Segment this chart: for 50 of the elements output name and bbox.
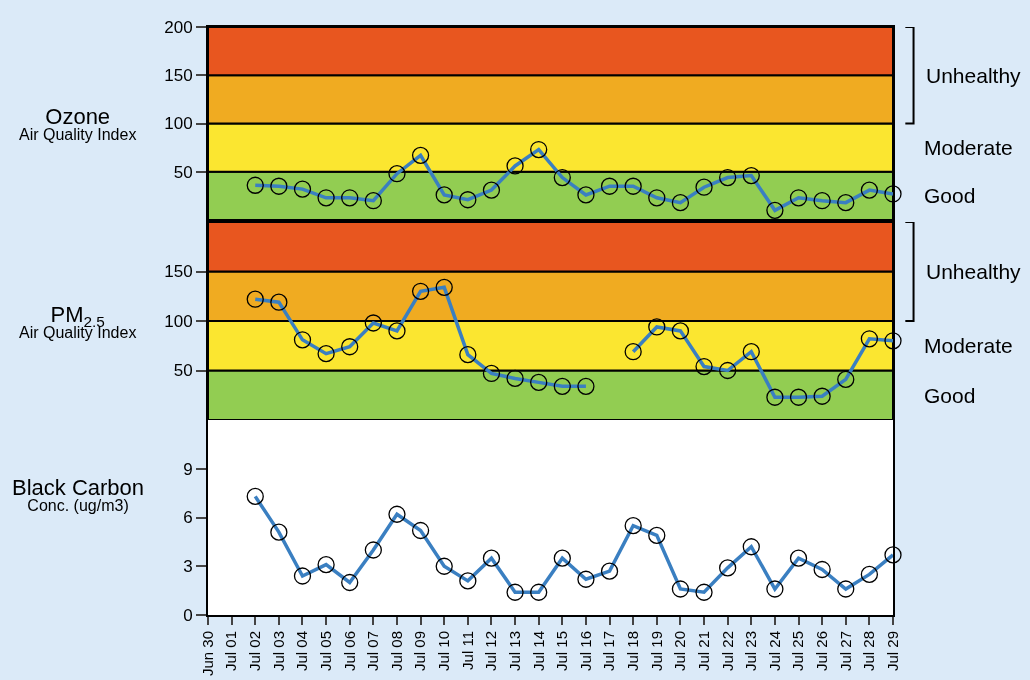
x-tick-label: Jul 26	[813, 631, 831, 672]
x-tick-label: Jul 21	[694, 631, 712, 672]
x-tick-label: Jul 04	[293, 631, 311, 672]
y-tick-label: 0	[183, 605, 193, 625]
x-tick-label: Jul 27	[836, 631, 854, 672]
x-tick-label: Jul 17	[600, 631, 618, 672]
y-tick-label: 6	[183, 508, 193, 528]
x-tick-label: Jul 16	[576, 631, 594, 672]
y-axis-title: Ozone Air Quality Index	[19, 104, 137, 143]
y-axis-title: PM$_{2.5}$ Air Quality Index	[19, 302, 137, 341]
x-tick-label: Jul 05	[316, 631, 334, 672]
band-label: Moderate	[924, 334, 1013, 357]
x-tick-label: Jul 08	[387, 631, 405, 672]
y-tick-label: 3	[183, 557, 193, 577]
band-label: Unhealthy	[926, 260, 1022, 283]
x-tick-label: Jun 30	[198, 631, 216, 677]
y-tick-label: 100	[164, 311, 193, 331]
y-tick-label: 100	[164, 114, 193, 134]
x-tick-label: Jul 10	[435, 631, 453, 672]
x-tick-label: Jul 13	[505, 631, 523, 672]
x-tick-label: Jul 03	[269, 631, 287, 672]
y-tick-label: 9	[183, 459, 193, 479]
x-tick-label: Jul 24	[765, 631, 783, 672]
x-tick-label: Jul 18	[624, 631, 642, 672]
band-label: Good	[924, 384, 976, 407]
x-tick-label: Jul 01	[222, 631, 240, 672]
x-tick-label: Jul 28	[860, 631, 878, 672]
x-tick-label: Jul 02	[246, 631, 264, 672]
x-tick-label: Jul 20	[671, 631, 689, 672]
x-tick-label: Jul 11	[458, 631, 476, 670]
x-tick-label: Jul 15	[553, 631, 571, 672]
x-tick-label: Jul 19	[647, 631, 665, 672]
y-tick-label: 50	[173, 361, 193, 381]
band-label: Moderate	[924, 136, 1013, 159]
y-tick-label: 50	[173, 162, 193, 182]
band-label: Unhealthy	[926, 64, 1022, 87]
x-tick-label: Jul 14	[529, 631, 547, 672]
x-tick-label: Jul 07	[364, 631, 382, 672]
x-tick-label: Jul 29	[883, 631, 901, 672]
y-tick-label: 150	[164, 66, 193, 86]
y-tick-label: 200	[164, 17, 193, 37]
y-axis-title: Black Carbon Conc. (ug/m3)	[12, 475, 145, 514]
x-tick-label: Jul 12	[482, 631, 500, 672]
band-label: Good	[924, 184, 976, 207]
x-tick-label: Jul 23	[742, 631, 760, 672]
x-tick-label: Jul 06	[340, 631, 358, 672]
y-tick-label: 150	[164, 262, 193, 282]
x-tick-label: Jul 25	[789, 631, 807, 672]
x-tick-label: Jul 22	[718, 631, 736, 672]
x-tick-label: Jul 09	[411, 631, 429, 672]
